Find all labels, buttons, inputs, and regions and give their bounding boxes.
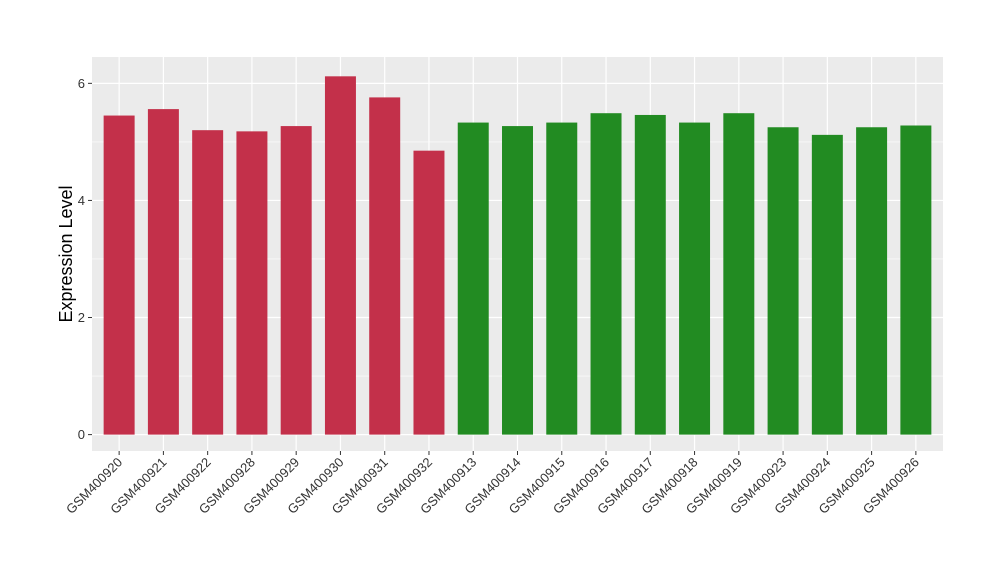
bar	[147, 109, 179, 435]
bar	[811, 134, 843, 435]
y-axis-title: Expression Level	[56, 185, 76, 322]
bar	[457, 122, 489, 435]
bar	[546, 122, 578, 435]
bar	[280, 126, 312, 435]
y-tick-label: 6	[78, 76, 85, 91]
y-tick-label: 2	[78, 310, 85, 325]
bar	[413, 150, 445, 435]
bars	[103, 76, 932, 435]
y-tick-label: 0	[78, 427, 85, 442]
bar	[236, 131, 268, 435]
y-tick-label: 4	[78, 193, 85, 208]
bar	[192, 130, 224, 435]
bar	[679, 122, 711, 435]
bar	[634, 114, 666, 435]
x-axis: GSM400920GSM400921GSM400922GSM400928GSM4…	[63, 451, 922, 517]
bar	[900, 125, 932, 435]
bar	[103, 115, 135, 435]
bar	[324, 76, 356, 435]
y-axis: 0 2 4 6	[78, 76, 92, 442]
bar	[856, 127, 888, 435]
bar	[723, 113, 755, 435]
bar	[590, 113, 622, 435]
bar	[767, 127, 799, 435]
bar	[369, 97, 401, 435]
bar	[502, 126, 533, 435]
